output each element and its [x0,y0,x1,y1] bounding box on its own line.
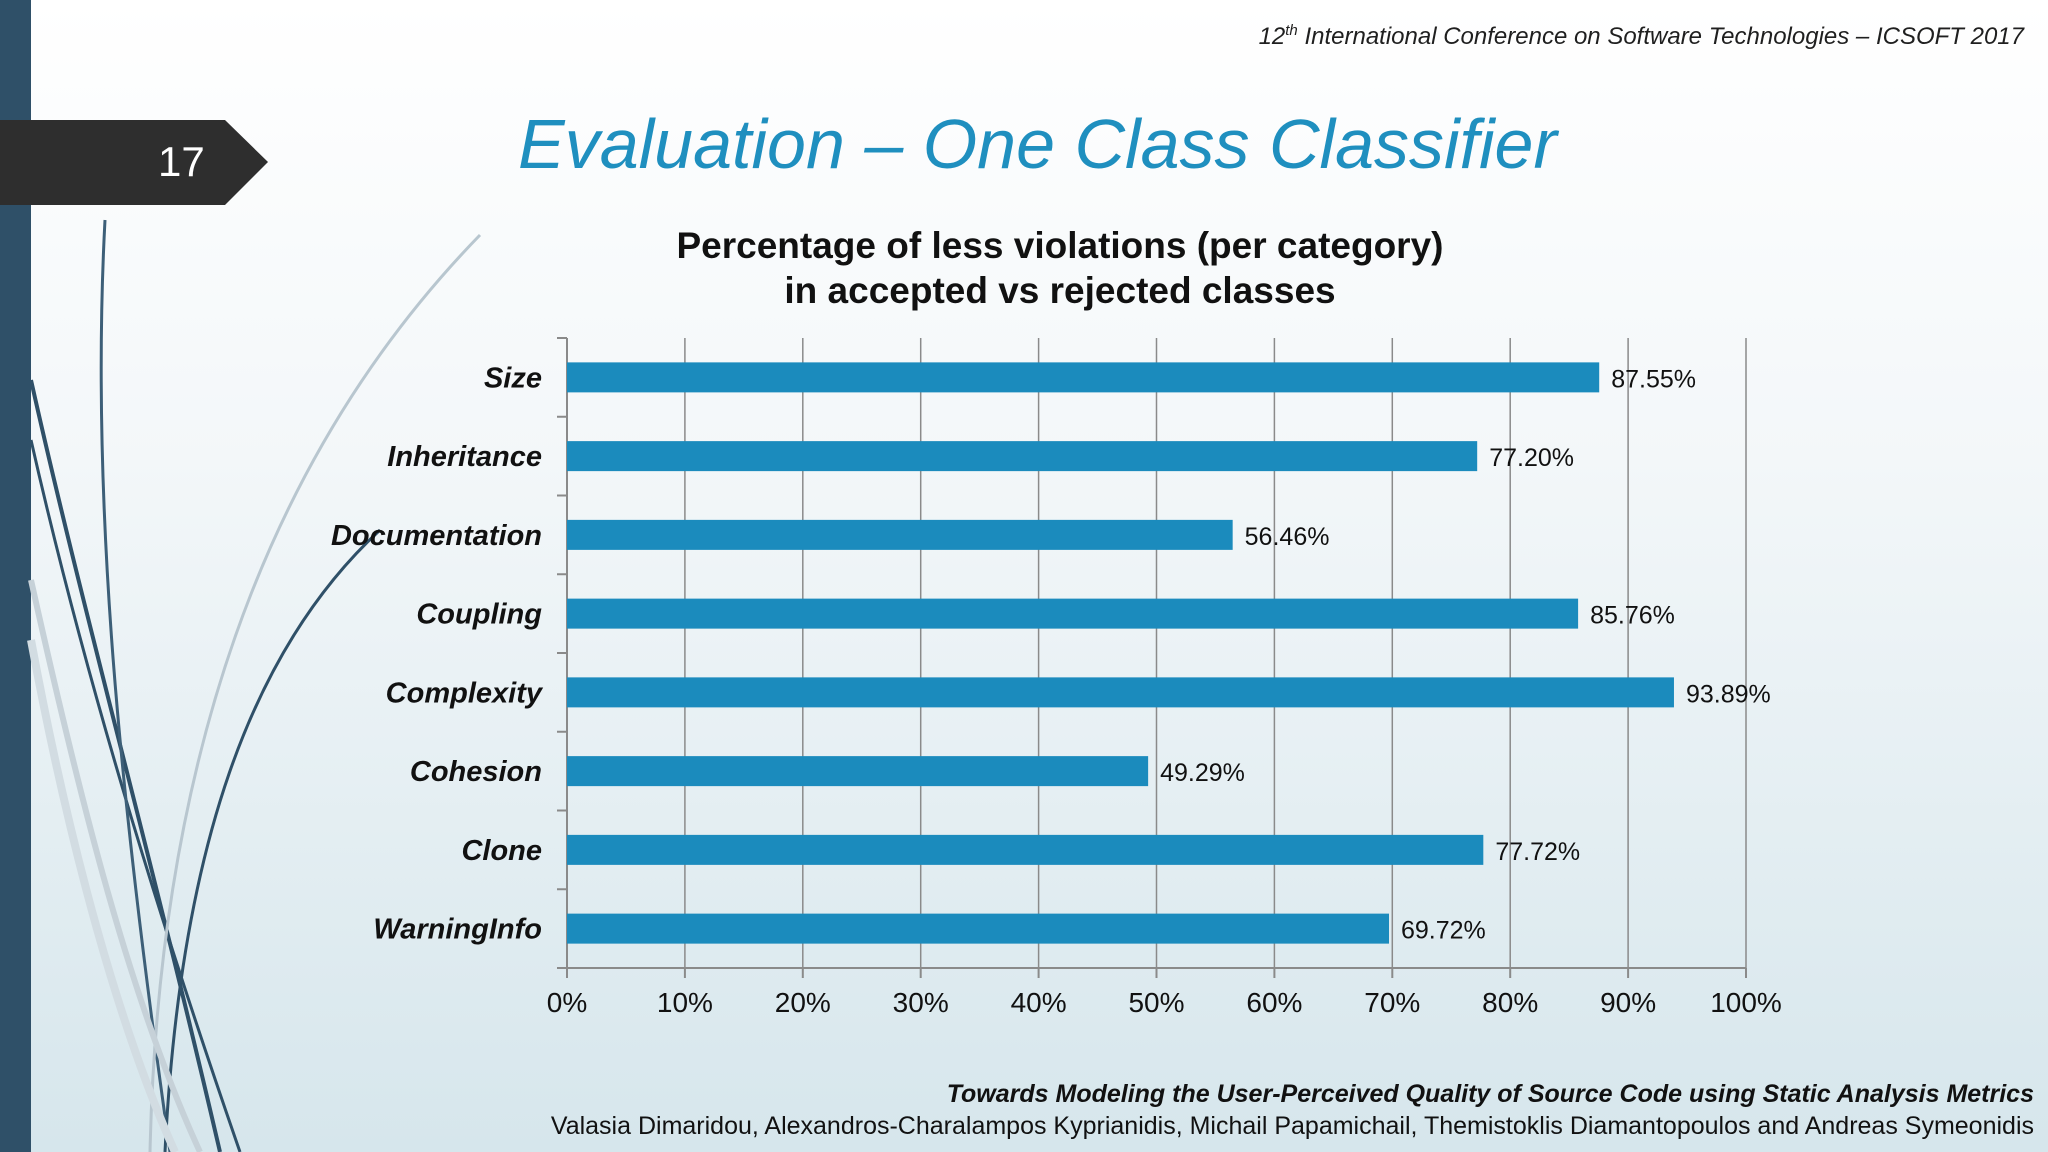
bar [567,519,1233,550]
footer-authors: Valasia Dimaridou, Alexandros-Charalampo… [550,1112,2034,1140]
conference-header: 12th International Conference on Softwar… [1259,22,2024,51]
data-label: 77.72% [1495,838,1580,866]
data-label: 56.46% [1245,523,1330,551]
chart-title-line-1: Percentage of less violations (per categ… [676,225,1444,266]
footer-paper-title: Towards Modeling the User-Perceived Qual… [946,1080,2034,1108]
category-label: Cohesion [410,756,542,788]
bar [567,677,1674,708]
bar [567,441,1478,472]
x-tick-label: 10% [657,987,713,1018]
x-tick-label: 20% [775,987,831,1018]
category-label: Complexity [386,677,544,709]
bar [567,913,1389,944]
x-tick-label: 40% [1011,987,1067,1018]
data-label: 85.76% [1590,602,1675,630]
bar [567,756,1149,787]
data-label: 69.72% [1401,917,1486,945]
x-tick-label: 30% [893,987,949,1018]
slide-number-tab [0,120,268,205]
category-label: Coupling [416,599,542,631]
category-label: WarningInfo [373,914,542,946]
x-tick-label: 60% [1246,987,1302,1018]
chart-title-line-2: in accepted vs rejected classes [784,270,1336,311]
bar [567,834,1484,865]
x-tick-label: 0% [547,987,587,1018]
conference-number: 12 [1258,23,1286,50]
x-tick-label: 90% [1600,987,1656,1018]
conference-name: International Conference on Software Tec… [1297,23,2024,50]
data-label: 49.29% [1160,759,1245,787]
slide-title: Evaluation – One Class Classifier [518,105,1557,183]
x-tick-label: 70% [1364,987,1420,1018]
data-label: 93.89% [1686,680,1771,708]
x-tick-label: 100% [1710,987,1782,1018]
conference-ordinal-suffix: th [1285,22,1298,39]
bar [567,362,1600,393]
bar [567,598,1579,629]
data-label: 77.20% [1489,444,1574,472]
x-tick-label: 80% [1482,987,1538,1018]
x-tick-label: 50% [1128,987,1184,1018]
category-label: Clone [461,835,542,867]
data-label: 87.55% [1611,365,1696,393]
slide-number: 17 [158,138,205,185]
category-label: Inheritance [387,441,542,473]
category-label: Documentation [331,520,542,552]
category-label: Size [484,362,542,394]
